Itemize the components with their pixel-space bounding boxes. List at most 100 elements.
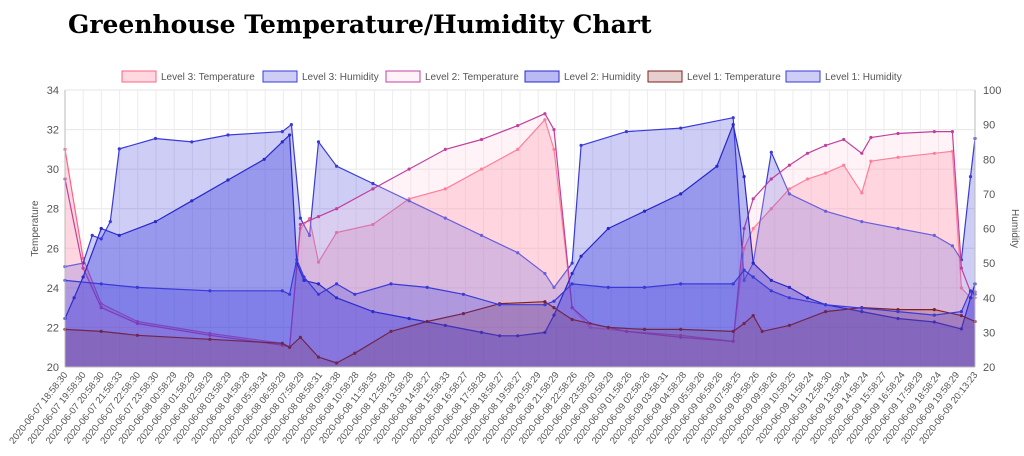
- data-point: [389, 329, 393, 333]
- data-point: [787, 296, 792, 300]
- y2-tick-label: 80: [983, 154, 995, 166]
- data-point: [543, 303, 547, 307]
- chart-legend: Level 3: Temperature Level 3: Humidity Lev…: [121, 70, 902, 83]
- page-title: Greenhouse Temperature/Humidity Chart: [68, 10, 652, 39]
- data-point: [295, 258, 299, 262]
- series-area: [65, 124, 975, 367]
- data-point: [443, 323, 447, 327]
- legend-item: Level 1: Temperature: [647, 70, 781, 83]
- data-point: [443, 187, 447, 191]
- data-point: [869, 135, 873, 140]
- data-point: [742, 321, 746, 326]
- data-point: [208, 289, 212, 293]
- data-point: [335, 230, 339, 235]
- data-point: [307, 233, 312, 237]
- data-point: [860, 306, 864, 310]
- data-point: [968, 296, 973, 300]
- y-axis-title: Temperature: [30, 200, 41, 257]
- data-point: [371, 222, 375, 227]
- data-point: [288, 345, 292, 349]
- data-point: [371, 310, 375, 314]
- data-point: [842, 137, 846, 142]
- legend-swatch: [785, 70, 821, 83]
- data-point: [389, 282, 393, 286]
- data-point: [425, 319, 429, 324]
- data-point: [896, 310, 900, 314]
- data-point: [552, 306, 556, 310]
- data-point: [787, 187, 792, 191]
- data-point: [280, 140, 284, 144]
- data-point: [516, 124, 520, 128]
- data-point: [280, 341, 284, 345]
- data-point: [226, 178, 230, 182]
- data-point: [335, 296, 339, 300]
- data-point: [731, 282, 735, 286]
- legend-swatch: [524, 70, 560, 83]
- data-point: [316, 140, 321, 144]
- data-point: [860, 220, 864, 224]
- data-point: [570, 261, 574, 265]
- data-point: [335, 164, 339, 168]
- chart-series-areas: [63, 112, 977, 367]
- data-point: [153, 220, 158, 224]
- data-point: [860, 151, 864, 155]
- data-point: [642, 285, 647, 289]
- data-point: [860, 191, 864, 195]
- data-point: [679, 126, 683, 130]
- y2-tick-label: 30: [983, 327, 995, 339]
- data-point: [932, 233, 936, 237]
- data-point: [302, 278, 306, 282]
- data-point: [624, 329, 629, 333]
- data-point: [769, 150, 773, 154]
- data-point: [769, 177, 773, 181]
- data-point: [516, 334, 520, 338]
- data-point: [316, 355, 321, 359]
- data-point: [787, 163, 792, 167]
- data-point: [298, 335, 302, 339]
- data-point: [443, 147, 447, 151]
- data-point: [751, 314, 755, 318]
- data-point: [642, 209, 647, 213]
- data-point: [959, 314, 964, 318]
- data-point: [932, 320, 936, 324]
- data-point: [289, 123, 293, 127]
- data-point: [731, 339, 735, 343]
- data-point: [624, 130, 629, 134]
- y2-tick-label: 60: [983, 224, 995, 236]
- data-point: [135, 321, 139, 326]
- data-point: [896, 155, 900, 159]
- y2-tick-label: 40: [983, 293, 995, 305]
- legend-label: Level 2: Temperature: [425, 72, 519, 83]
- data-point: [805, 151, 810, 155]
- data-point: [751, 197, 755, 201]
- data-point: [751, 226, 755, 231]
- data-point: [679, 282, 683, 286]
- data-point: [642, 327, 647, 331]
- legend-swatch: [647, 70, 683, 83]
- data-point: [298, 222, 302, 227]
- legend-item: Level 3: Temperature: [121, 70, 255, 83]
- data-point: [543, 271, 547, 276]
- data-point: [81, 266, 85, 270]
- data-point: [579, 143, 583, 147]
- data-point: [932, 313, 936, 317]
- data-point: [552, 147, 556, 151]
- data-point: [760, 329, 764, 333]
- data-point: [99, 282, 103, 286]
- data-point: [371, 187, 375, 191]
- data-point: [751, 275, 755, 279]
- data-point: [824, 143, 828, 147]
- data-point: [316, 292, 321, 296]
- data-point: [824, 171, 828, 175]
- legend-item: Level 2: Temperature: [385, 70, 519, 83]
- data-point: [606, 325, 610, 329]
- data-point: [208, 333, 212, 337]
- data-point: [479, 167, 484, 171]
- data-point: [679, 327, 683, 331]
- data-point: [959, 310, 964, 314]
- data-point: [769, 289, 773, 293]
- data-point: [896, 131, 900, 136]
- data-point: [552, 299, 556, 303]
- data-point: [570, 282, 574, 286]
- data-point: [588, 325, 592, 329]
